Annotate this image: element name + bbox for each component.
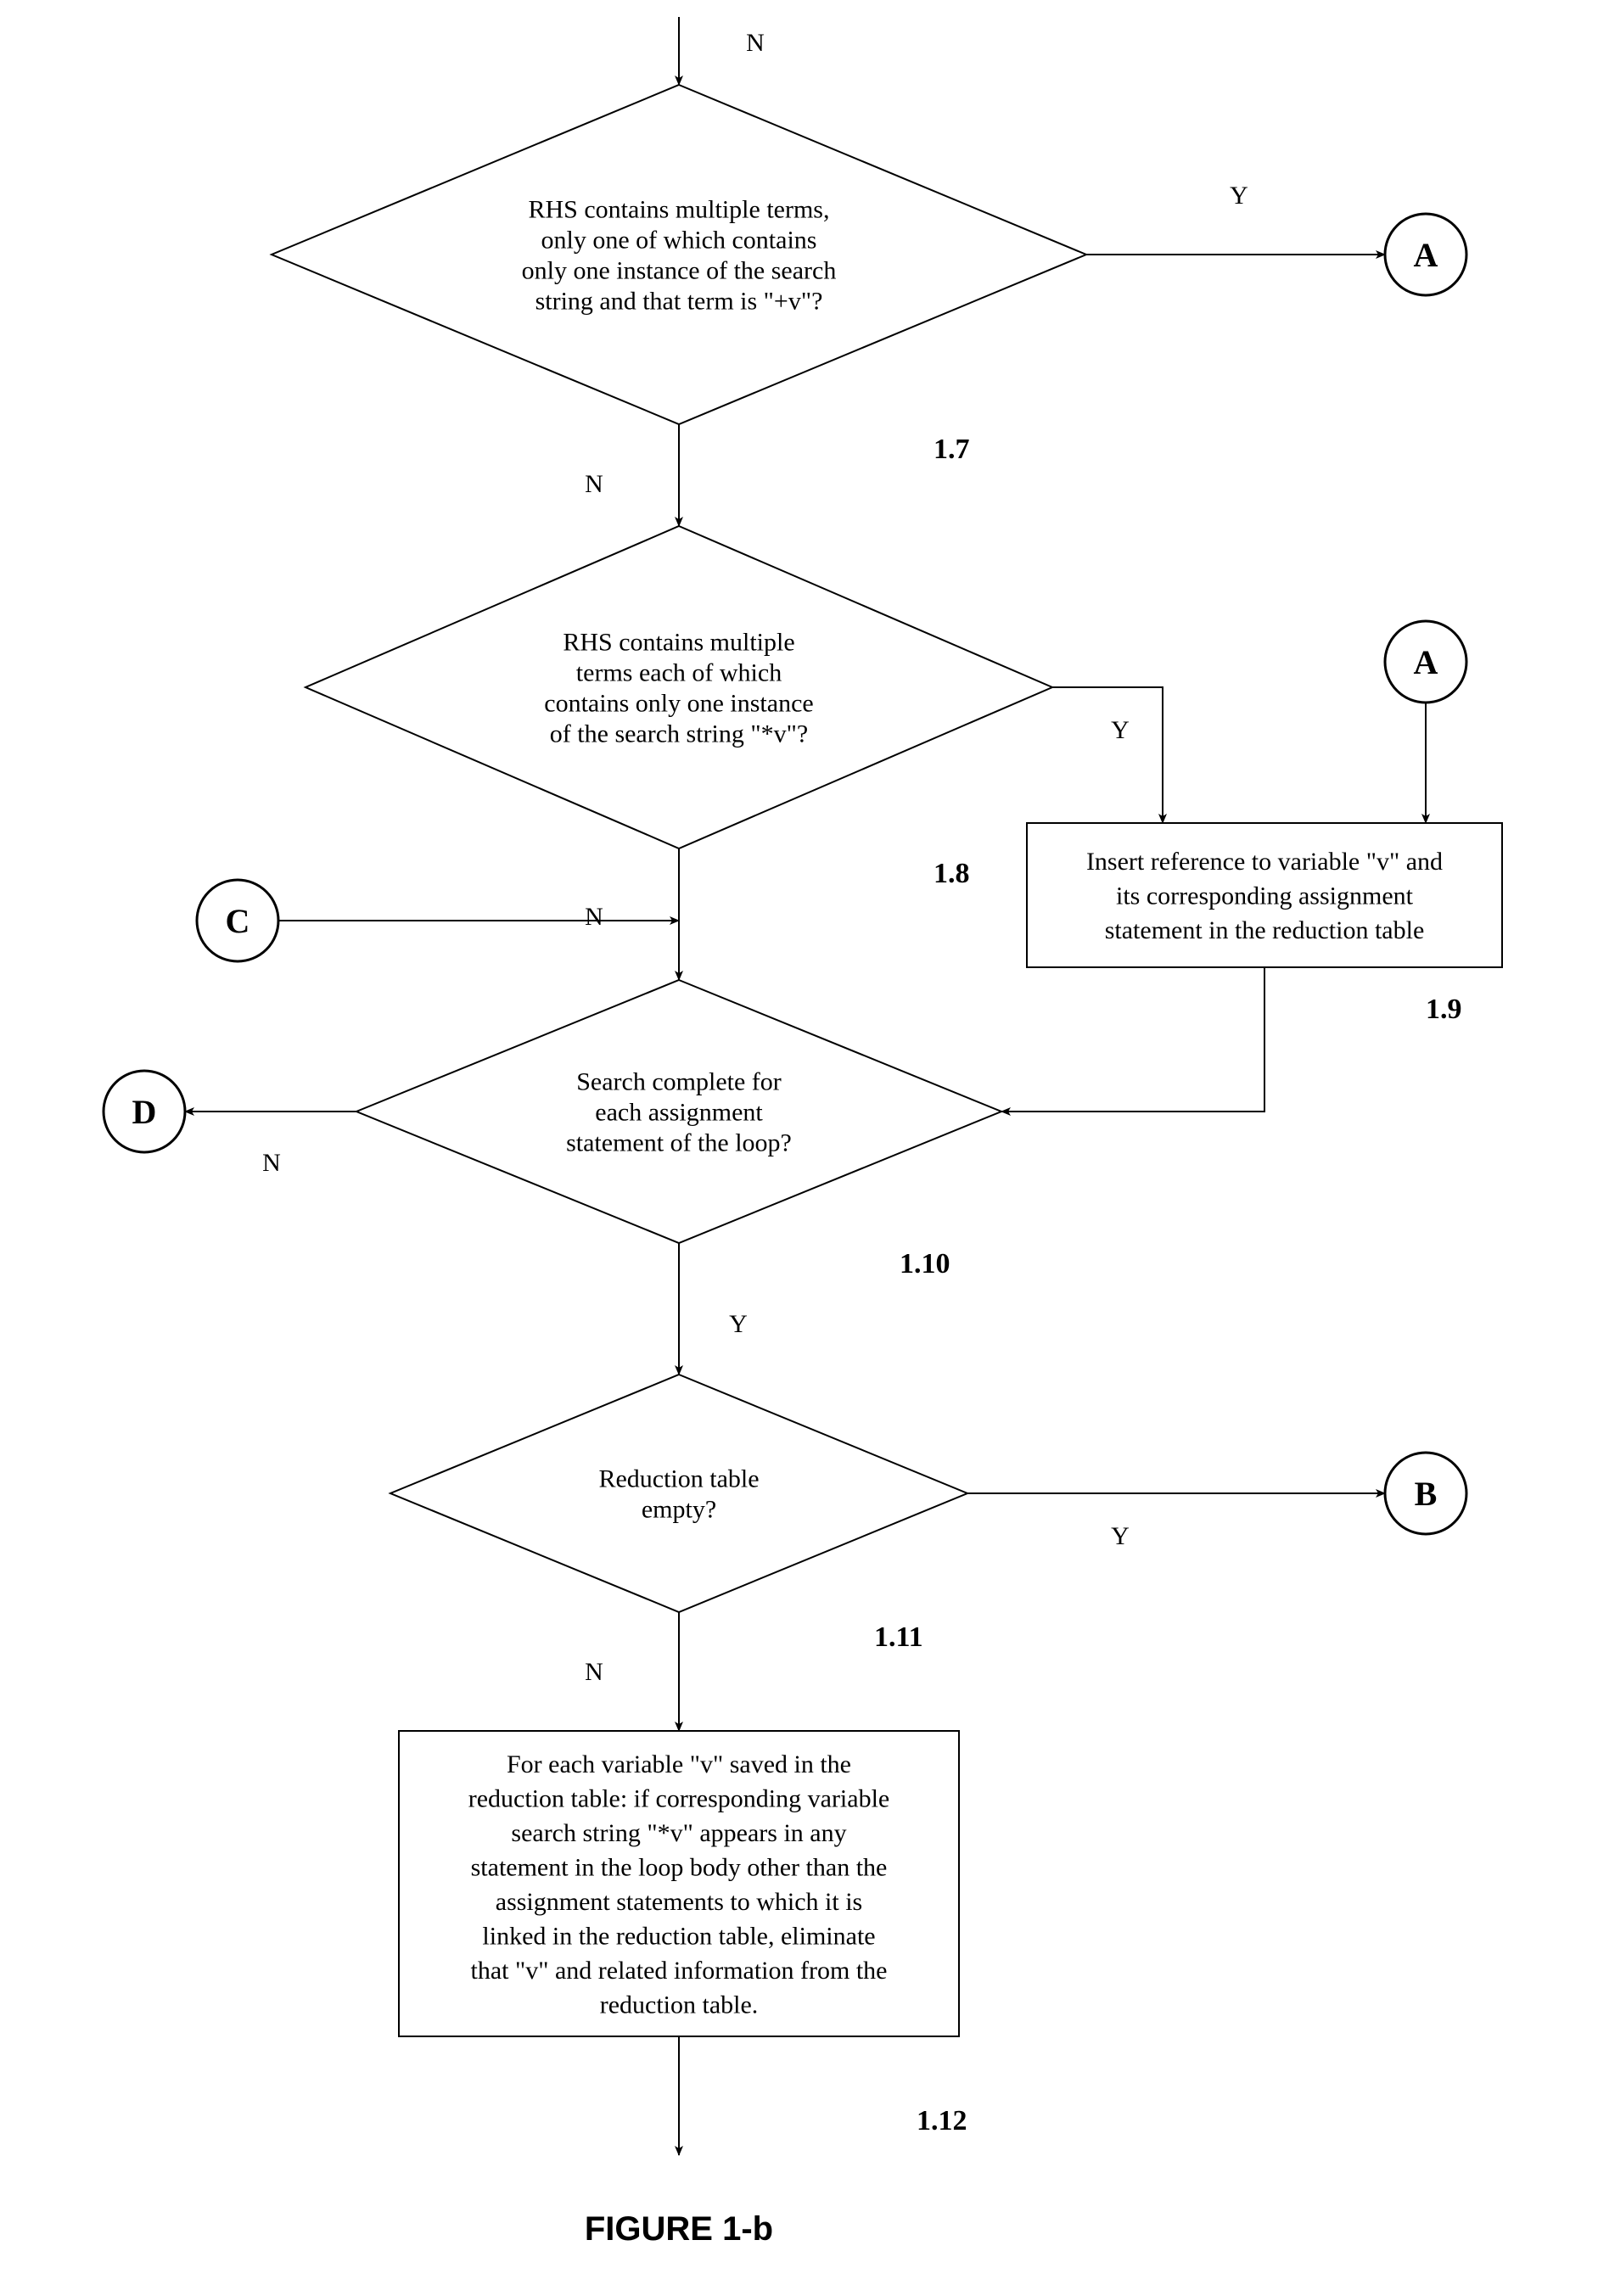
connector-label-connA_top: A bbox=[1414, 236, 1438, 274]
edge-label-e_d18_d110: N bbox=[585, 903, 603, 931]
edge-label-e_in_d17: N bbox=[746, 29, 765, 57]
diamond-d111 bbox=[390, 1375, 967, 1612]
diamond-d17 bbox=[272, 85, 1086, 424]
edge-label-e_d17_d18: N bbox=[585, 470, 603, 498]
num-label-d110: 1.10 bbox=[900, 1248, 950, 1280]
num-label-r112: 1.12 bbox=[917, 2105, 967, 2136]
connector-label-connB: B bbox=[1415, 1475, 1438, 1513]
edge-label-e_d111_B: Y bbox=[1111, 1522, 1130, 1550]
diamond-d18 bbox=[306, 526, 1052, 848]
edge-label-e_d111_r112: N bbox=[585, 1658, 603, 1686]
figure-caption: FIGURE 1-b bbox=[585, 2210, 773, 2248]
diamond-text-d110: Search complete foreach assignmentstatem… bbox=[566, 1068, 792, 1157]
connector-label-connC: C bbox=[226, 902, 250, 940]
connector-label-connA_right: A bbox=[1414, 643, 1438, 681]
num-label-d18: 1.8 bbox=[934, 858, 970, 889]
num-label-d111: 1.11 bbox=[874, 1621, 923, 1653]
edge-label-e_d110_D: N bbox=[262, 1149, 281, 1177]
edge-label-e_d17_A: Y bbox=[1230, 182, 1248, 210]
rect-text-r19: Insert reference to variable "v" andits … bbox=[1086, 848, 1443, 944]
edge-e_r19_d110 bbox=[1001, 967, 1264, 1112]
connector-label-connD: D bbox=[132, 1093, 157, 1131]
edge-e_d18_r19 bbox=[1052, 687, 1163, 823]
edge-label-e_d110_d111: Y bbox=[729, 1310, 748, 1338]
edge-label-e_d18_r19: Y bbox=[1111, 716, 1130, 744]
num-label-r19: 1.9 bbox=[1426, 994, 1462, 1025]
num-label-d17: 1.7 bbox=[934, 434, 970, 465]
